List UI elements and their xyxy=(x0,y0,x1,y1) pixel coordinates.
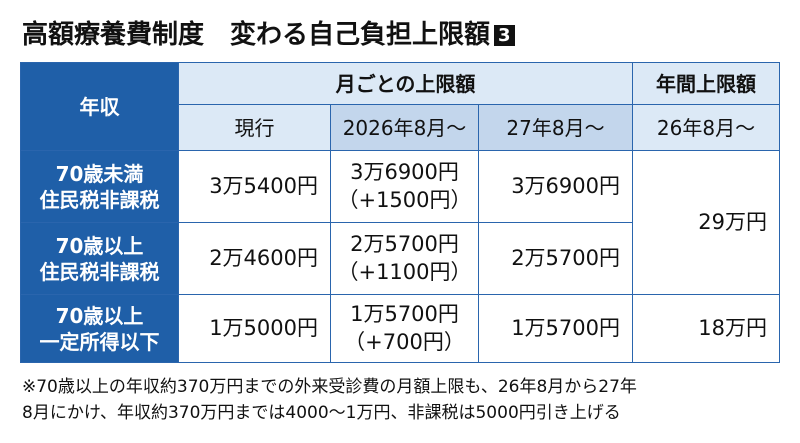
data-cell: 2万5700円 xyxy=(478,222,633,295)
cell-text: 現行 xyxy=(234,115,275,140)
cell-text: 住民税非課税 xyxy=(39,187,160,212)
cell-text: 1万5700円 xyxy=(350,302,459,327)
cell-text: 1万5000円 xyxy=(209,315,318,340)
data-cell: 1万5700円 xyxy=(478,294,633,363)
cell-text: 18万円 xyxy=(698,315,767,340)
data-cell: 18万円 xyxy=(632,294,780,363)
cell-text: 27年8月～ xyxy=(506,115,605,140)
cell-text: 3万6900円 xyxy=(511,173,620,198)
cell-text: 70歳未満 xyxy=(55,161,144,186)
cell-text: 2026年8月～ xyxy=(342,115,467,140)
cell-text: 70歳以上 xyxy=(55,233,144,258)
badge: 3 xyxy=(494,25,515,46)
cell-text: 2万5700円 xyxy=(511,245,620,270)
cell-text: 70歳以上 xyxy=(55,303,144,328)
data-cell: 3万6900円 xyxy=(478,150,633,223)
data-cell: 2万5700円 （+1100円） xyxy=(330,222,479,295)
row-header: 70歳未満 住民税非課税 xyxy=(20,150,179,223)
header-27: 27年8月～ xyxy=(478,104,633,151)
data-cell: 1万5000円 xyxy=(178,294,331,363)
data-cell: 29万円 xyxy=(632,150,780,295)
cell-text: （+1500円） xyxy=(337,187,472,212)
cell-text: 年間上限額 xyxy=(656,71,756,96)
header-monthly: 月ごとの上限額 xyxy=(178,62,633,105)
cell-text: （+1100円） xyxy=(337,259,472,284)
cell-text: （+700円） xyxy=(344,329,465,354)
title-text: 高額療養費制度 変わる自己負担上限額 xyxy=(22,20,491,50)
data-cell: 3万5400円 xyxy=(178,150,331,223)
data-cell: 3万6900円 （+1500円） xyxy=(330,150,479,223)
header-annual-from: 26年8月～ xyxy=(632,104,780,151)
footnote-line: ※70歳以上の年収約370万円までの外来受診費の月額上限も、26年8月から27年 xyxy=(22,377,637,397)
cell-text: 26年8月～ xyxy=(656,115,756,140)
header-current: 現行 xyxy=(178,104,331,151)
cell-text: 2万5700円 xyxy=(350,232,459,257)
data-cell: 1万5700円 （+700円） xyxy=(330,294,479,363)
cell-text: 3万5400円 xyxy=(209,173,318,198)
cell-text: 29万円 xyxy=(698,209,767,234)
data-cell: 2万4600円 xyxy=(178,222,331,295)
cell-text: 2万4600円 xyxy=(209,245,318,270)
row-header: 70歳以上 住民税非課税 xyxy=(20,222,179,295)
footnote: ※70歳以上の年収約370万円までの外来受診費の月額上限も、26年8月から27年… xyxy=(22,374,637,426)
cell-text: 月ごとの上限額 xyxy=(335,71,476,96)
row-header: 70歳以上 一定所得以下 xyxy=(20,294,179,363)
cell-text: 1万5700円 xyxy=(511,315,620,340)
header-2026: 2026年8月～ xyxy=(330,104,479,151)
footnote-line: 8月にかけ、年収約370万円までは4000～1万円、非課税は5000円引き上げる xyxy=(22,403,621,423)
header-annual: 年間上限額 xyxy=(632,62,780,105)
cell-text: 3万6900円 xyxy=(350,160,459,185)
cell-text: 一定所得以下 xyxy=(39,329,160,354)
header-income: 年収 xyxy=(20,62,179,151)
cell-text: 年収 xyxy=(79,94,120,119)
title: 高額療養費制度 変わる自己負担上限額 3 xyxy=(22,14,515,51)
cell-text: 住民税非課税 xyxy=(39,259,160,284)
